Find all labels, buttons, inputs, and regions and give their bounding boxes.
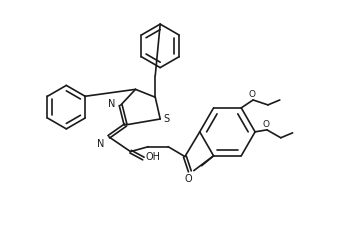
Text: O: O bbox=[248, 90, 256, 99]
Text: O: O bbox=[262, 120, 269, 129]
Text: S: S bbox=[163, 114, 169, 124]
Text: N: N bbox=[98, 139, 105, 149]
Text: N: N bbox=[108, 99, 116, 109]
Text: O: O bbox=[184, 174, 192, 184]
Text: OH: OH bbox=[146, 151, 160, 162]
